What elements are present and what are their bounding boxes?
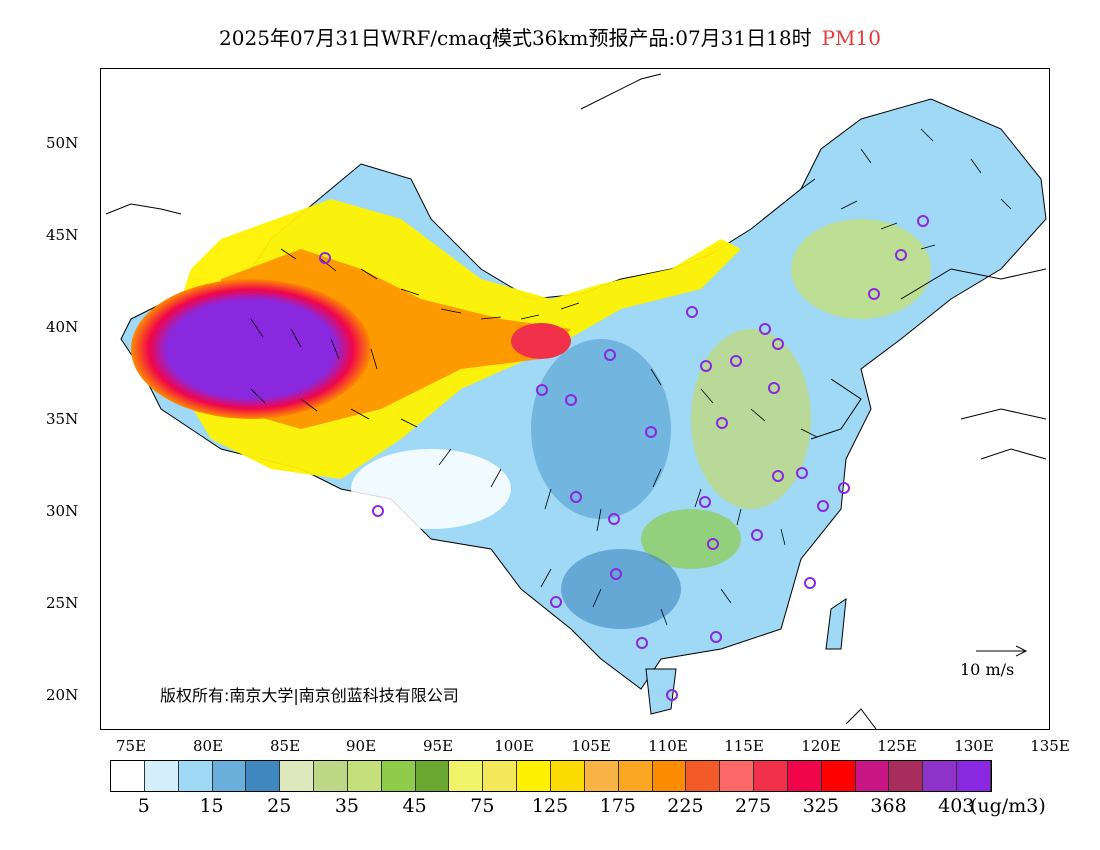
colorbar	[110, 760, 992, 792]
lon-label-85: 85E	[269, 737, 301, 755]
colorbar-unit: (ug/m3)	[970, 795, 1046, 817]
pm10-map-svg	[105, 73, 1047, 729]
colorbar-cell	[720, 761, 755, 791]
colorbar-cell	[821, 761, 856, 791]
lon-label-125: 125E	[877, 737, 917, 755]
colorbar-cell	[381, 761, 416, 791]
colorbar-cell	[550, 761, 585, 791]
copyright-text: 版权所有:南京大学|南京创蓝科技有限公司	[160, 686, 459, 705]
colorbar-cell	[517, 761, 551, 791]
colorbar-cell	[144, 761, 179, 791]
colorbar-cell	[855, 761, 890, 791]
title-main: 2025年07月31日WRF/cmaq模式36km预报产品:07月31日18时	[219, 26, 812, 50]
lat-label-35: 35N	[46, 410, 79, 428]
lat-label-50: 50N	[46, 134, 79, 152]
pm10-peak-region	[131, 279, 371, 419]
colorbar-label: 125	[531, 795, 569, 817]
lat-label-30: 30N	[46, 502, 79, 520]
station-markers	[319, 215, 929, 701]
lon-label-100: 100E	[494, 737, 534, 755]
colorbar-label: 275	[735, 795, 772, 817]
colorbar-label: 5	[137, 795, 150, 817]
lon-label-90: 90E	[345, 737, 377, 755]
title-pollutant: PM10	[821, 26, 881, 50]
lon-label-130: 130E	[954, 737, 994, 755]
colorbar-cell	[923, 761, 958, 791]
colorbar-label: 25	[267, 795, 292, 817]
map-title: 2025年07月31日WRF/cmaq模式36km预报产品:07月31日18时 P…	[0, 22, 1100, 51]
map-panel[interactable]	[100, 68, 1050, 730]
colorbar-cell	[449, 761, 484, 791]
colorbar-cell	[280, 761, 315, 791]
colorbar-label: 175	[599, 795, 636, 817]
colorbar-cell	[111, 761, 145, 791]
lon-label-120: 120E	[801, 737, 841, 755]
colorbar-cell	[212, 761, 247, 791]
lat-label-40: 40N	[46, 318, 79, 336]
colorbar-cell	[787, 761, 822, 791]
colorbar-cell	[584, 761, 619, 791]
colorbar-cell	[483, 761, 518, 791]
lon-label-115: 115E	[724, 737, 764, 755]
colorbar-label: 225	[667, 795, 704, 817]
lon-label-75: 75E	[115, 737, 147, 755]
lon-label-135: 135E	[1030, 737, 1070, 755]
colorbar-cell	[957, 761, 991, 791]
lon-label-95: 95E	[422, 737, 454, 755]
colorbar-label: 325	[802, 795, 839, 817]
colorbar-cell	[415, 761, 450, 791]
colorbar-label: 368	[870, 795, 907, 817]
colorbar-cell	[178, 761, 213, 791]
lon-label-80: 80E	[192, 737, 224, 755]
colorbar-cell	[652, 761, 687, 791]
lon-label-110: 110E	[648, 737, 688, 755]
wind-reference-arrow	[976, 645, 1028, 657]
colorbar-label: 45	[402, 795, 427, 817]
colorbar-cell	[347, 761, 382, 791]
colorbar-label: 75	[470, 795, 495, 817]
lat-label-45: 45N	[46, 226, 79, 244]
wind-reference-label: 10 m/s	[960, 660, 1015, 679]
wind-vectors	[250, 128, 1012, 626]
lat-label-25: 25N	[46, 594, 79, 612]
colorbar-cell	[314, 761, 348, 791]
colorbar-cell	[246, 761, 281, 791]
lon-label-105: 105E	[571, 737, 611, 755]
colorbar-cell	[889, 761, 924, 791]
colorbar-cell	[686, 761, 721, 791]
colorbar-cell	[754, 761, 788, 791]
colorbar-cell	[618, 761, 653, 791]
colorbar-label: 403	[938, 795, 975, 817]
colorbar-label: 35	[334, 795, 360, 817]
colorbar-label: 15	[199, 795, 224, 817]
lat-label-20: 20N	[46, 686, 79, 704]
